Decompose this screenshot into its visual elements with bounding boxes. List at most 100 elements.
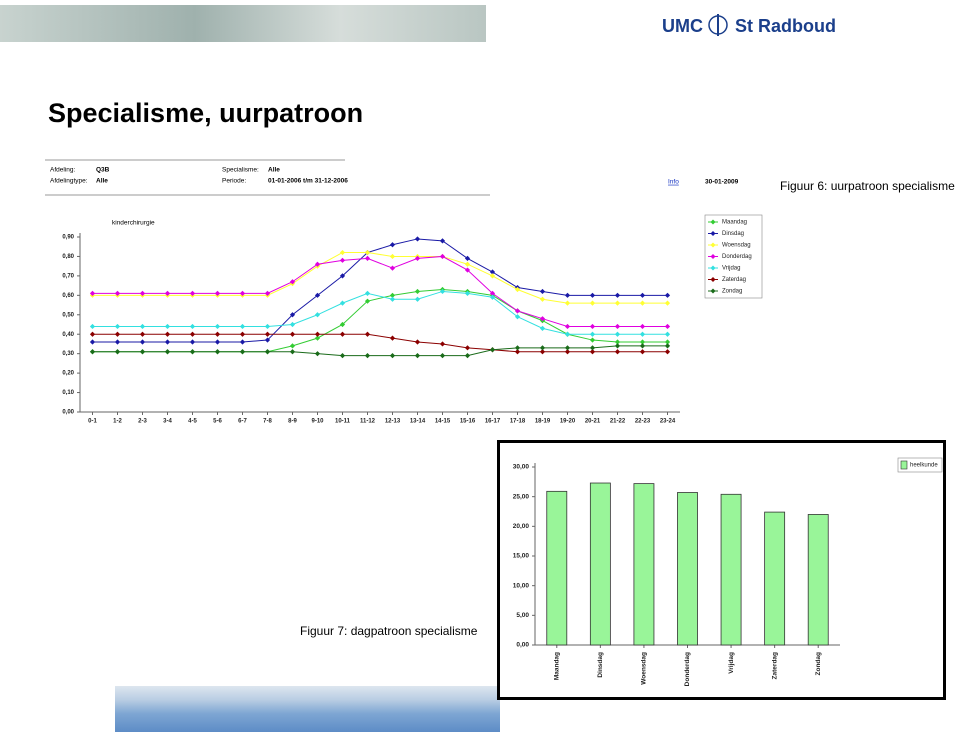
top-photo-strip: [0, 5, 486, 42]
legend-label: Vrijdag: [722, 266, 740, 272]
field-label: Afdelingtype:: [50, 178, 88, 185]
x-tick-label: 10-11: [335, 419, 351, 425]
x-tick-label: Zondag: [815, 652, 822, 675]
x-tick-label: 15-16: [460, 419, 476, 425]
bar: [764, 511, 786, 646]
legend-marker: [710, 219, 716, 225]
point-marker: [339, 300, 346, 306]
legend-marker: [710, 231, 716, 236]
y-tick-label: 0,60: [62, 293, 74, 299]
point-marker: [389, 353, 396, 359]
point-marker: [139, 331, 146, 337]
point-marker: [339, 321, 346, 328]
legend-marker: [710, 254, 716, 259]
point-marker: [489, 347, 496, 353]
x-tick-label: 7-8: [263, 419, 272, 425]
point-marker: [639, 349, 646, 355]
x-tick-label: 5-6: [213, 419, 222, 425]
point-marker: [539, 316, 546, 322]
legend-label: Zaterdag: [722, 277, 746, 283]
legend-swatch: [900, 460, 908, 470]
point-marker: [239, 323, 246, 330]
point-marker: [614, 323, 621, 330]
y-tick-label: 0,80: [62, 254, 74, 260]
point-marker: [139, 290, 146, 296]
y-tick-label: 15,00: [513, 553, 530, 560]
point-marker: [489, 294, 496, 300]
series-line: [92, 345, 668, 357]
point-marker: [114, 339, 121, 345]
field-label: Afdeling:: [50, 167, 75, 174]
point-marker: [139, 349, 146, 355]
point-marker: [539, 345, 546, 351]
point-marker: [564, 323, 571, 330]
point-marker: [339, 249, 346, 256]
point-marker: [289, 321, 296, 328]
point-marker: [439, 253, 446, 260]
legend-label: Dinsdag: [722, 231, 744, 237]
legend-label: Maandag: [722, 220, 747, 226]
point-marker: [214, 349, 221, 355]
point-marker: [139, 339, 146, 345]
legend-label: Woensdag: [722, 243, 751, 249]
x-tick-label: 12-13: [385, 419, 401, 425]
x-tick-label: 18-19: [535, 419, 551, 425]
point-marker: [414, 236, 421, 242]
point-marker: [439, 353, 446, 359]
point-marker: [639, 292, 646, 298]
legend-marker: [710, 288, 716, 294]
series-line: [92, 255, 668, 327]
y-tick-label: 0,10: [62, 390, 74, 396]
point-marker: [364, 290, 371, 296]
point-marker: [614, 343, 621, 349]
y-tick-label: 30,00: [513, 464, 530, 471]
x-tick-label: 22-23: [635, 419, 651, 425]
point-marker: [314, 261, 321, 267]
point-marker: [339, 353, 346, 359]
y-tick-label: 0,20: [62, 371, 74, 377]
point-marker: [239, 339, 246, 345]
point-marker: [189, 323, 196, 330]
point-marker: [89, 290, 96, 296]
logo-text: UMC: [662, 16, 703, 36]
point-marker: [664, 339, 671, 345]
series-line: [92, 333, 668, 353]
info-link[interactable]: Info: [668, 179, 679, 186]
y-tick-label: 0,40: [62, 332, 74, 338]
point-marker: [114, 323, 121, 330]
field-value: Alle: [96, 178, 108, 185]
logo-text: St Radboud: [735, 16, 836, 36]
point-marker: [664, 323, 671, 330]
point-marker: [414, 255, 421, 261]
point-marker: [89, 349, 96, 355]
point-marker: [664, 343, 671, 349]
series-line: [92, 252, 668, 304]
field-value: Alle: [268, 167, 280, 174]
point-marker: [214, 290, 221, 296]
x-tick-label: 8-9: [288, 419, 297, 425]
point-marker: [514, 345, 521, 351]
series-line: [92, 290, 668, 335]
point-marker: [514, 286, 521, 293]
y-tick-label: 20,00: [513, 523, 530, 530]
legend-label: Zondag: [722, 289, 742, 295]
figure-caption: Figuur 7: dagpatroon specialisme: [300, 624, 478, 638]
x-tick-label: 6-7: [238, 419, 247, 425]
point-marker: [639, 300, 646, 306]
point-marker: [414, 353, 421, 359]
point-marker: [589, 292, 596, 298]
point-marker: [614, 339, 621, 345]
point-marker: [89, 323, 96, 330]
point-marker: [664, 300, 671, 306]
point-marker: [339, 331, 346, 337]
x-tick-label: 1-2: [113, 419, 122, 425]
point-marker: [264, 337, 271, 343]
point-marker: [514, 314, 521, 320]
point-marker: [464, 353, 471, 359]
legend-label: heelkunde: [910, 463, 938, 469]
bar: [546, 490, 568, 646]
y-tick-label: 0,00: [62, 410, 74, 416]
x-tick-label: 16-17: [485, 419, 501, 425]
point-marker: [414, 296, 421, 302]
